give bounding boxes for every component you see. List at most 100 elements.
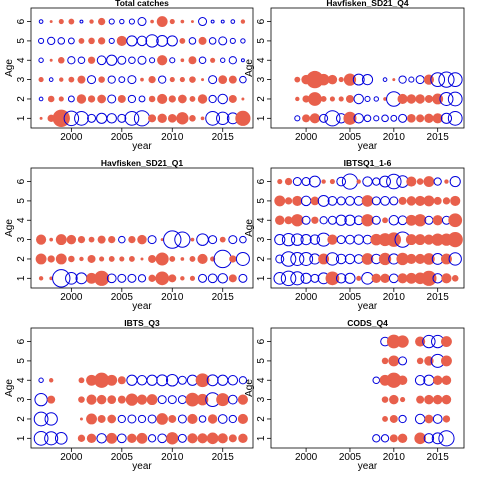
- bubble-positive: [228, 94, 237, 103]
- bubble-positive: [382, 217, 388, 224]
- bubble-positive: [94, 270, 110, 286]
- bubble-negative: [163, 230, 182, 249]
- y-tick-label: 1: [256, 115, 267, 121]
- bubble-positive: [415, 336, 426, 347]
- bubble-positive: [238, 433, 248, 444]
- bubble-negative: [324, 110, 341, 127]
- bubble-layer: [273, 173, 463, 287]
- bubble-negative: [408, 76, 415, 83]
- bubble-positive: [168, 414, 177, 423]
- bubble-layer: [38, 16, 251, 128]
- bubble-negative: [33, 430, 49, 446]
- bubble-positive: [196, 393, 209, 406]
- bubble-negative: [198, 415, 207, 423]
- panel-title: Havfisken_SD21_Q1: [101, 158, 183, 168]
- bubble-negative: [308, 175, 321, 188]
- bubble-positive: [406, 94, 417, 104]
- bubble-negative: [166, 35, 178, 47]
- bubble-positive: [57, 56, 65, 64]
- bubble-positive: [423, 234, 434, 245]
- bubble-positive: [383, 97, 387, 101]
- bubble-positive: [77, 434, 86, 442]
- bubble-negative: [398, 414, 407, 424]
- bubble-negative: [147, 235, 157, 245]
- y-tick-label: 4: [256, 377, 267, 383]
- bubble-positive: [302, 95, 310, 103]
- bubble-negative: [133, 110, 151, 127]
- bubble-positive: [128, 235, 136, 244]
- bubble-positive: [39, 116, 43, 120]
- bubble-positive: [423, 253, 435, 265]
- bubble-negative: [362, 176, 373, 187]
- bubble-positive: [442, 415, 451, 423]
- bubble-positive: [117, 94, 126, 103]
- bubble-positive: [441, 355, 452, 367]
- bubble-positive: [148, 75, 156, 84]
- bubble-negative: [388, 215, 400, 226]
- bubble-negative: [38, 377, 44, 383]
- bubble-positive: [415, 94, 425, 104]
- bubble-negative: [136, 35, 148, 47]
- y-axis: 1 2 3 4 5 6: [256, 18, 271, 121]
- bubble-positive: [309, 113, 320, 124]
- bubble-negative: [217, 93, 228, 105]
- bubble-negative: [77, 56, 86, 65]
- bubble-negative: [44, 431, 59, 446]
- bubble-positive: [197, 433, 208, 444]
- bubble-negative: [177, 433, 187, 443]
- x-axis-label: year: [132, 141, 152, 152]
- bubble-negative: [345, 196, 355, 206]
- bubble-negative: [165, 373, 179, 387]
- bubble-positive: [167, 113, 177, 123]
- x-tick-label: 2010: [161, 452, 184, 463]
- bubble-positive: [146, 394, 158, 406]
- bubble-negative: [227, 375, 239, 386]
- bubble-negative: [220, 57, 226, 63]
- bubble-positive: [106, 374, 118, 386]
- bubble-positive: [386, 334, 401, 349]
- bubble-positive: [217, 433, 228, 444]
- bubble-negative: [196, 233, 209, 246]
- bubble-positive: [235, 110, 251, 126]
- bubble-positive: [400, 397, 406, 403]
- bubble-layer: [33, 372, 248, 446]
- bubble-negative: [310, 273, 320, 283]
- bubble-negative: [345, 234, 355, 245]
- y-tick-label: 5: [16, 198, 27, 204]
- bubble-negative: [382, 77, 388, 82]
- bubble-negative: [389, 196, 399, 206]
- y-tick-label: 2: [256, 416, 267, 422]
- y-tick-label: 5: [16, 358, 27, 364]
- bubble-positive: [237, 394, 248, 405]
- bubble-negative: [449, 175, 461, 188]
- bubble-negative: [220, 19, 225, 24]
- bubble-negative: [386, 173, 402, 190]
- bubble-positive: [68, 76, 75, 83]
- bubble-positive: [68, 18, 75, 25]
- x-tick-label: 2010: [383, 292, 406, 303]
- bubble-positive: [228, 274, 237, 283]
- bubble-positive: [338, 77, 344, 83]
- bubble-positive: [187, 433, 198, 444]
- bubble-negative: [167, 395, 177, 405]
- bubble-negative: [239, 75, 247, 84]
- bubble-positive: [168, 274, 177, 283]
- bubble-negative: [117, 414, 126, 424]
- x-tick-label: 2005: [339, 132, 362, 143]
- bubble-negative: [240, 58, 245, 63]
- bubble-positive: [381, 396, 389, 403]
- y-tick-label: 3: [256, 396, 267, 402]
- bubble-positive: [156, 413, 168, 425]
- bubble-negative: [67, 37, 75, 45]
- bubble-negative: [273, 272, 287, 285]
- y-tick-label: 6: [256, 338, 267, 344]
- bubble-positive: [396, 335, 409, 348]
- plot-frame: [270, 167, 465, 289]
- bubble-positive: [228, 434, 237, 443]
- bubble-positive: [277, 178, 283, 185]
- bubble-positive: [432, 215, 443, 226]
- x-axis: 2000 2005 2010 2015: [295, 128, 449, 143]
- bubble-negative: [198, 56, 207, 65]
- y-axis-label: Age: [244, 219, 255, 237]
- bubble-negative: [363, 114, 372, 123]
